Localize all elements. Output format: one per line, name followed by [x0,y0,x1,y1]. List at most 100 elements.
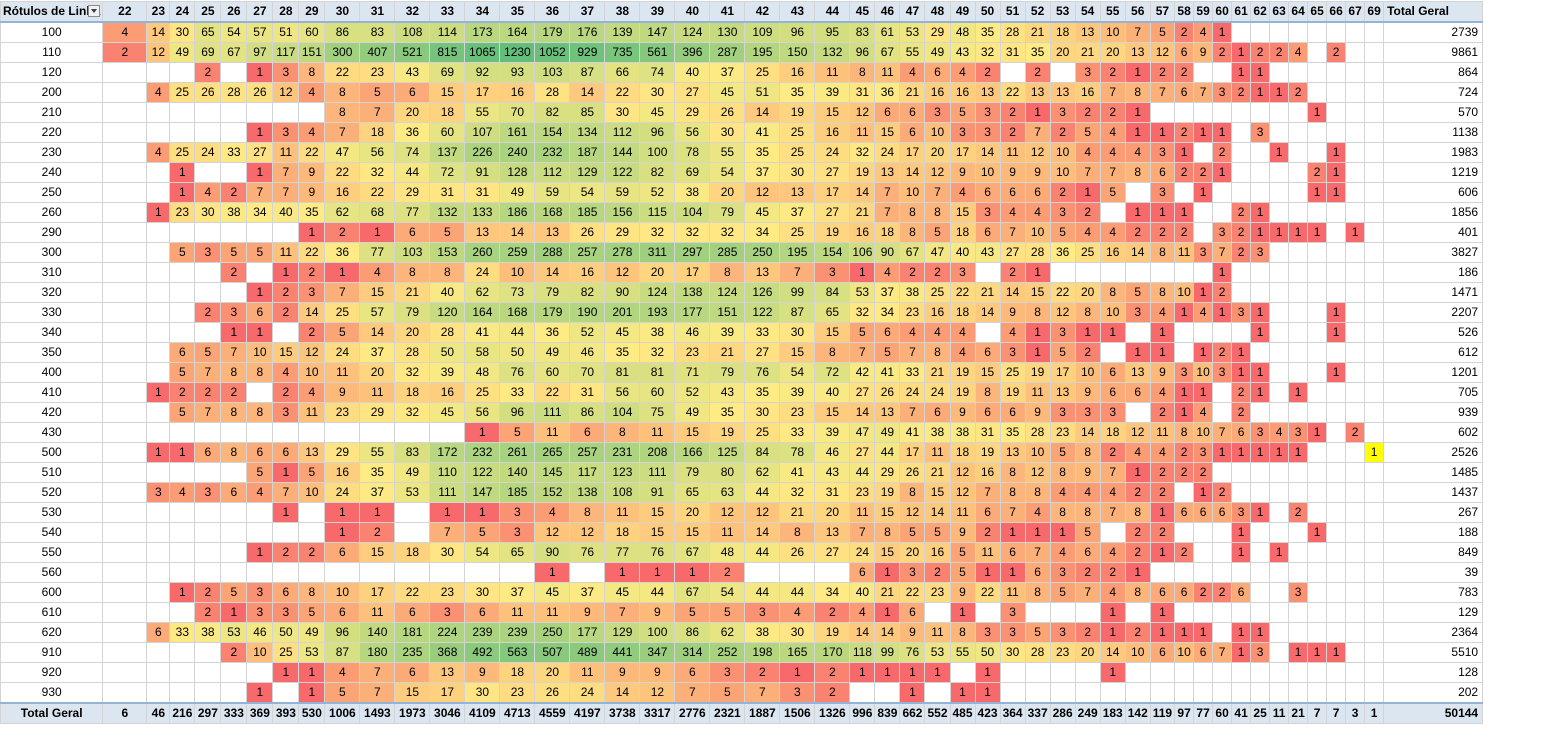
table-cell[interactable]: 1 [1024,322,1051,343]
table-cell[interactable]: 1 [1124,342,1151,363]
table-cell[interactable]: 4 [1193,21,1214,43]
table-cell[interactable]: 43 [949,42,976,63]
row-label[interactable]: 100 [0,21,104,43]
table-cell[interactable]: 6 [1099,362,1126,383]
table-cell[interactable]: 1 [949,682,976,704]
table-cell[interactable]: 5 [429,222,466,243]
table-cell[interactable] [1288,262,1309,283]
table-cell[interactable]: 96 [779,21,816,43]
row-total-cell[interactable]: 1983 [1383,142,1484,163]
table-cell[interactable] [1364,382,1385,403]
table-cell[interactable] [1212,382,1233,403]
table-cell[interactable]: 21 [899,82,926,103]
table-cell[interactable]: 3 [1193,242,1214,263]
row-label[interactable]: 300 [0,242,104,263]
table-cell[interactable]: 38 [744,622,781,643]
table-cell[interactable]: 49 [874,422,901,443]
table-cell[interactable]: 6 [924,402,951,423]
row-label[interactable]: 250 [0,182,104,203]
table-cell[interactable]: 65 [674,482,711,503]
table-cell[interactable] [102,582,148,603]
table-cell[interactable]: 83 [849,21,876,43]
table-cell[interactable]: 129 [569,162,606,183]
table-cell[interactable]: 2 [924,262,951,283]
grand-total-cell[interactable]: 25 [1250,702,1271,724]
table-cell[interactable] [1364,262,1385,283]
table-cell[interactable] [1326,242,1347,263]
table-cell[interactable] [1124,602,1151,623]
table-cell[interactable]: 186 [499,202,536,223]
table-cell[interactable]: 17 [674,262,711,283]
table-cell[interactable]: 1 [1193,282,1214,303]
table-cell[interactable]: 2 [1212,282,1233,303]
table-cell[interactable]: 43 [814,462,851,483]
table-cell[interactable]: 7 [1212,642,1233,663]
table-cell[interactable]: 22 [359,182,396,203]
table-cell[interactable]: 18 [429,102,466,123]
table-cell[interactable] [359,562,396,583]
table-cell[interactable]: 11 [534,602,571,623]
table-cell[interactable] [1326,522,1347,543]
table-cell[interactable] [1269,302,1290,323]
table-cell[interactable]: 15 [874,122,901,143]
table-cell[interactable]: 44 [744,482,781,503]
table-cell[interactable]: 29 [324,442,361,463]
table-cell[interactable] [102,542,148,563]
table-cell[interactable] [1364,162,1385,183]
table-cell[interactable]: 2 [1049,182,1076,203]
table-cell[interactable]: 6 [220,482,248,503]
table-cell[interactable] [1364,622,1385,643]
table-cell[interactable]: 1230 [499,42,536,63]
table-cell[interactable]: 5 [298,602,326,623]
table-cell[interactable]: 4 [949,322,976,343]
table-cell[interactable]: 3 [1231,502,1252,523]
table-cell[interactable]: 1 [899,682,926,704]
table-cell[interactable]: 1 [324,262,361,283]
table-cell[interactable]: 49 [924,42,951,63]
table-cell[interactable] [1269,322,1290,343]
table-cell[interactable] [1288,662,1309,683]
table-cell[interactable] [1149,262,1176,283]
table-cell[interactable]: 14 [924,502,951,523]
table-cell[interactable]: 1 [1326,162,1347,183]
table-cell[interactable]: 59 [604,182,641,203]
table-cell[interactable]: 32 [849,302,876,323]
table-cell[interactable] [999,62,1026,83]
table-cell[interactable]: 11 [814,62,851,83]
row-total-cell[interactable]: 939 [1383,402,1484,423]
table-cell[interactable]: 3 [1124,302,1151,323]
table-cell[interactable] [220,562,248,583]
table-cell[interactable]: 26 [779,542,816,563]
table-cell[interactable] [220,162,248,183]
table-cell[interactable]: 2 [1149,222,1176,243]
table-cell[interactable] [1231,482,1252,503]
table-cell[interactable]: 6 [246,302,274,323]
table-cell[interactable]: 12 [569,522,606,543]
table-cell[interactable] [1250,482,1271,503]
table-cell[interactable]: 1065 [464,42,501,63]
table-cell[interactable]: 30 [744,402,781,423]
table-cell[interactable]: 240 [499,142,536,163]
table-cell[interactable]: 8 [246,402,274,423]
table-cell[interactable]: 4 [874,262,901,283]
table-cell[interactable]: 15 [429,82,466,103]
table-cell[interactable]: 9 [949,522,976,543]
table-cell[interactable]: 67 [674,582,711,603]
table-cell[interactable] [1212,62,1233,83]
table-cell[interactable]: 63 [709,482,746,503]
table-cell[interactable]: 563 [499,642,536,663]
table-cell[interactable]: 109 [744,21,781,43]
table-cell[interactable] [146,102,171,123]
table-cell[interactable]: 18 [1049,21,1076,43]
table-cell[interactable]: 1 [298,662,326,683]
table-cell[interactable] [1326,502,1347,523]
table-cell[interactable]: 1 [1212,122,1233,143]
table-cell[interactable]: 1 [272,262,300,283]
table-cell[interactable]: 2 [709,562,746,583]
table-cell[interactable]: 1 [779,662,816,683]
table-cell[interactable] [1307,362,1328,383]
table-cell[interactable]: 3 [194,482,222,503]
table-cell[interactable]: 2 [1212,42,1233,63]
table-cell[interactable] [1326,82,1347,103]
table-cell[interactable]: 58 [464,342,501,363]
